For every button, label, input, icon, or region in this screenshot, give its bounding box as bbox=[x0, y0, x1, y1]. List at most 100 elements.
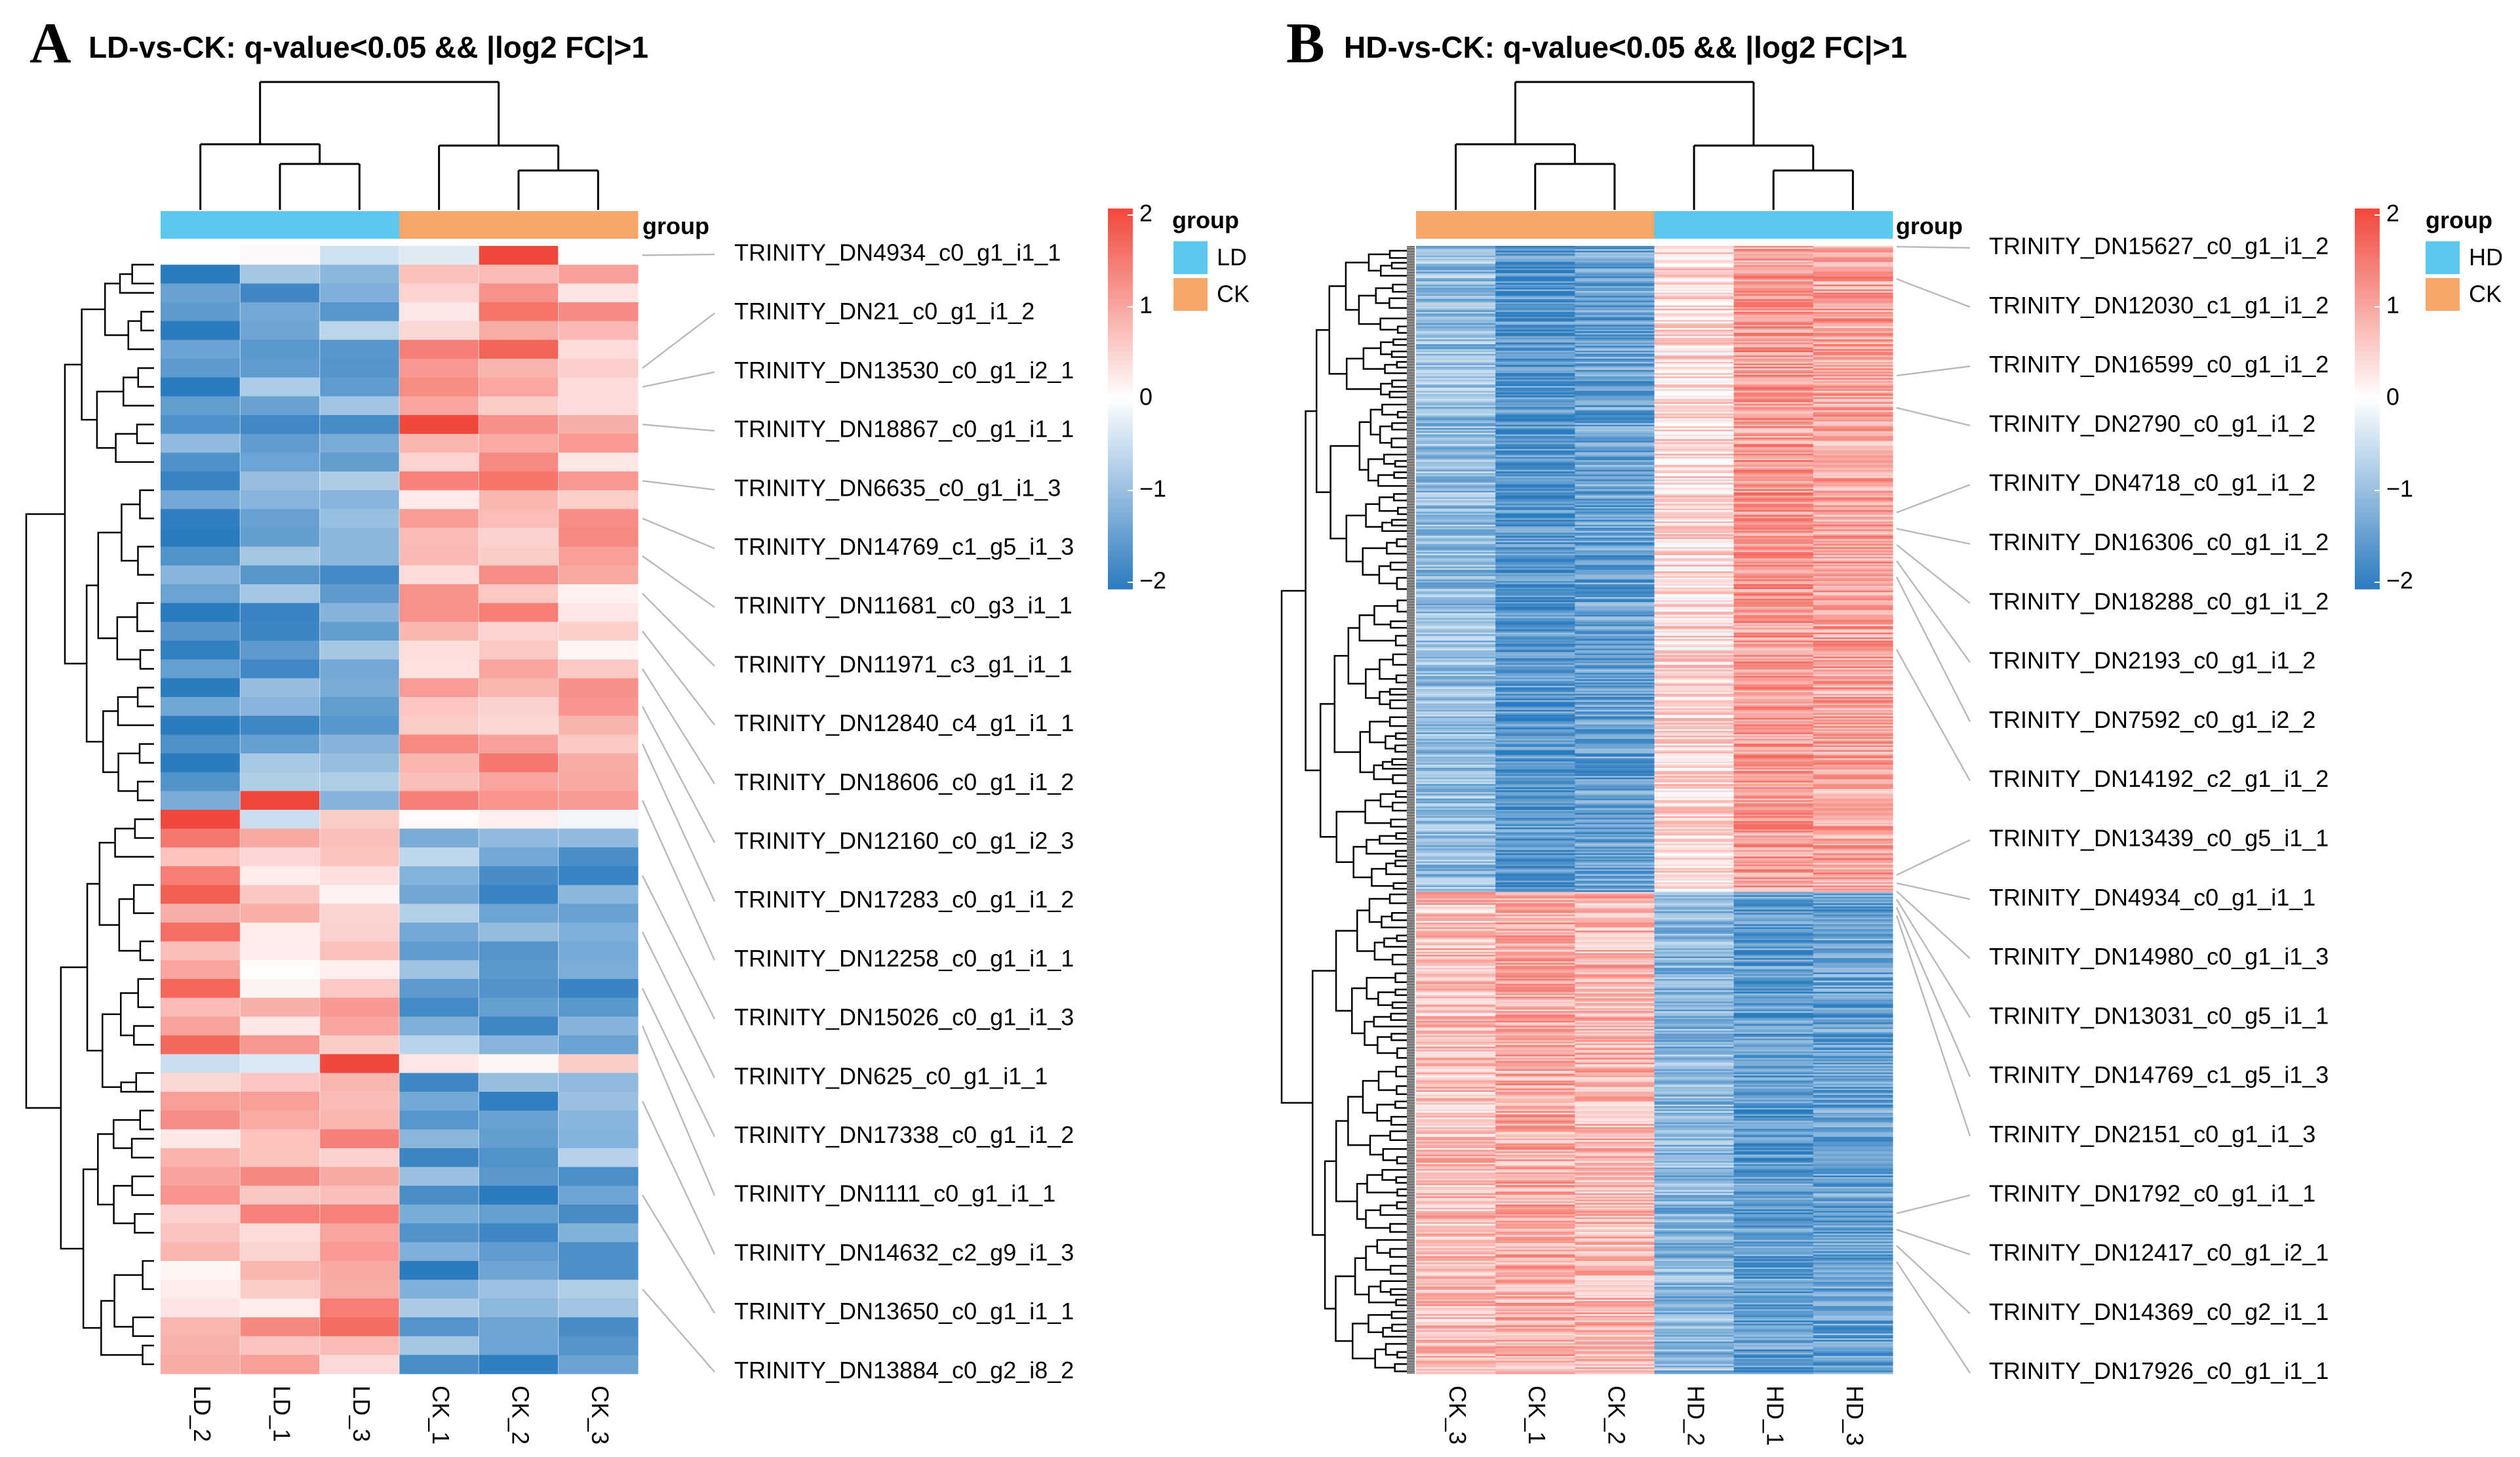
b-heat-cell bbox=[1575, 550, 1655, 553]
b-heat-cell bbox=[1495, 715, 1575, 717]
b-heat-cell bbox=[1575, 979, 1655, 982]
b-heat-cell bbox=[1575, 676, 1655, 679]
b-heat-cell bbox=[1654, 444, 1735, 447]
b-heat-cell bbox=[1813, 389, 1893, 391]
b-heat-cell bbox=[1654, 481, 1735, 483]
b-heat-cell bbox=[1575, 323, 1655, 325]
b-heat-cell bbox=[1813, 751, 1893, 754]
b-heat-cell bbox=[1416, 1135, 1496, 1138]
b-heat-cell bbox=[1733, 1033, 1814, 1036]
a-heat-cell bbox=[319, 678, 400, 698]
b-heat-cell bbox=[1575, 758, 1655, 761]
b-heat-cell bbox=[1495, 940, 1575, 943]
b-heat-cell bbox=[1733, 868, 1814, 870]
b-heat-cell bbox=[1654, 597, 1735, 599]
b-heat-cell bbox=[1654, 1109, 1735, 1112]
a-heat-cell bbox=[558, 1279, 639, 1299]
b-heat-cell bbox=[1654, 1040, 1735, 1043]
b-heat-cell bbox=[1416, 275, 1496, 277]
b-heat-cell bbox=[1575, 1088, 1655, 1091]
b-heat-cell bbox=[1575, 557, 1655, 559]
b-heat-cell bbox=[1654, 349, 1735, 351]
b-heat-cell bbox=[1733, 850, 1814, 852]
a-heat-cell bbox=[479, 979, 559, 999]
a-heat-cell bbox=[399, 509, 479, 529]
b-heat-cell bbox=[1575, 388, 1655, 390]
panel-b-label: B bbox=[1286, 12, 1325, 75]
b-heat-cell bbox=[1416, 1009, 1496, 1012]
b-heat-cell bbox=[1733, 652, 1814, 654]
a-dendro-branch bbox=[139, 489, 154, 519]
b-heat-cell bbox=[1813, 949, 1893, 952]
b-heat-cell bbox=[1654, 1056, 1735, 1058]
b-heat-cell bbox=[1575, 735, 1655, 738]
a-heat-cell bbox=[479, 584, 559, 604]
b-heat-cell bbox=[1575, 1026, 1655, 1028]
a-heat-cell bbox=[558, 1261, 639, 1281]
b-heat-cell bbox=[1416, 814, 1496, 817]
b-heat-cell bbox=[1495, 1156, 1575, 1159]
b-heat-cell bbox=[1416, 1133, 1496, 1136]
b-heat-cell bbox=[1416, 469, 1496, 472]
b-heat-cell bbox=[1495, 1135, 1575, 1138]
b-heat-cell bbox=[1575, 339, 1655, 342]
b-heat-cell bbox=[1654, 532, 1735, 535]
b-heat-cell bbox=[1813, 587, 1893, 589]
b-heat-cell bbox=[1575, 1006, 1655, 1008]
b-heat-cell bbox=[1495, 376, 1575, 379]
b-heat-cell bbox=[1575, 1172, 1655, 1174]
b-heat-cell bbox=[1654, 676, 1735, 679]
a-heat-cell bbox=[399, 1261, 479, 1281]
a-heat-cell bbox=[240, 565, 321, 585]
b-heat-cell bbox=[1813, 679, 1893, 682]
b-heat-cell bbox=[1813, 727, 1893, 730]
b-heat-cell bbox=[1654, 1083, 1735, 1086]
b-heat-cell bbox=[1416, 1093, 1496, 1096]
a-heat-cell bbox=[161, 772, 241, 791]
b-heat-cell bbox=[1416, 908, 1496, 910]
b-heat-cell bbox=[1575, 525, 1655, 527]
b-heat-cell bbox=[1733, 1011, 1814, 1014]
b-heat-cell bbox=[1654, 681, 1735, 683]
b-heat-cell bbox=[1733, 1064, 1814, 1067]
b-heat-cell bbox=[1575, 628, 1655, 630]
b-heat-cell bbox=[1813, 1069, 1893, 1071]
b-heat-cell bbox=[1654, 607, 1735, 609]
b-heat-cell bbox=[1733, 818, 1814, 820]
b-heat-cell bbox=[1416, 858, 1496, 860]
b-heat-cell bbox=[1654, 352, 1735, 355]
b-heat-cell bbox=[1575, 624, 1655, 627]
b-heat-cell bbox=[1416, 412, 1496, 414]
b-heat-cell bbox=[1733, 474, 1814, 477]
b-heat-cell bbox=[1813, 374, 1893, 377]
b-heat-cell bbox=[1495, 692, 1575, 694]
b-heat-cell bbox=[1733, 716, 1814, 719]
b-heat-cell bbox=[1575, 810, 1655, 812]
b-heat-cell bbox=[1733, 384, 1814, 387]
b-heat-cell bbox=[1654, 759, 1735, 762]
b-heat-cell bbox=[1575, 814, 1655, 817]
b-heat-cell bbox=[1813, 1011, 1893, 1014]
b-heat-cell bbox=[1654, 310, 1735, 313]
b-heat-cell bbox=[1495, 695, 1575, 698]
b-heat-cell bbox=[1654, 1047, 1735, 1049]
b-heat-cell bbox=[1495, 266, 1575, 269]
b-dendro-branch bbox=[1364, 1020, 1378, 1046]
b-heat-cell bbox=[1495, 913, 1575, 915]
a-leader-line bbox=[642, 480, 715, 490]
a-scale-step bbox=[1108, 446, 1133, 452]
b-dendro-branch bbox=[1396, 599, 1407, 613]
b-heat-cell bbox=[1813, 1066, 1893, 1068]
b-heat-cell bbox=[1575, 1101, 1655, 1104]
b-heat-cell bbox=[1495, 951, 1575, 954]
b-heat-cell bbox=[1733, 526, 1814, 529]
b-annotation-cell bbox=[1733, 211, 1814, 239]
b-heat-cell bbox=[1813, 353, 1893, 356]
b-heat-cell bbox=[1575, 532, 1655, 535]
a-heat-cell bbox=[479, 1205, 559, 1224]
b-heat-cell bbox=[1575, 716, 1655, 719]
b-heat-cell bbox=[1575, 353, 1655, 356]
b-heat-cell bbox=[1733, 321, 1814, 324]
b-heat-cell bbox=[1733, 814, 1814, 817]
b-heat-cell bbox=[1654, 611, 1735, 614]
